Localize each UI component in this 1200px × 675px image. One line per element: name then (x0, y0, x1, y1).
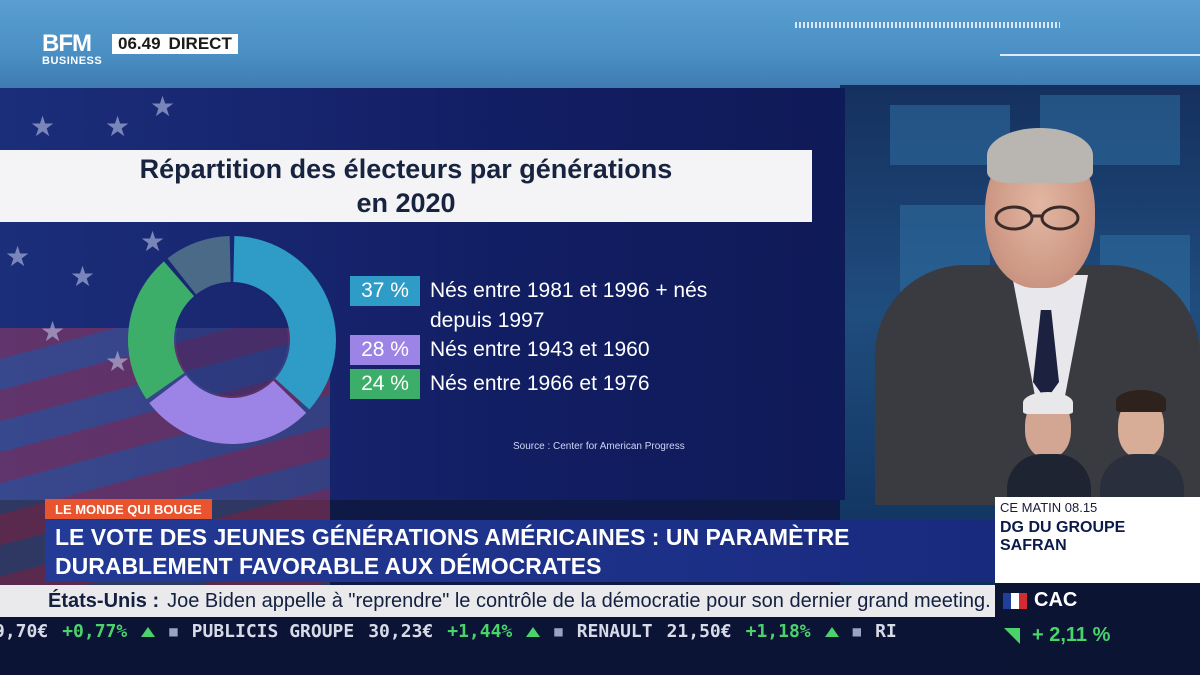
separator-icon: ■ (169, 623, 178, 640)
glasses-icon (994, 205, 1080, 231)
legend-percent-3: 24 % (350, 369, 420, 399)
live-clock: 06.49 DIRECT (112, 34, 238, 54)
donut-slice-1 (233, 236, 336, 410)
stock-value: 30,23€ (368, 621, 434, 642)
chart-source: Source : Center for American Progress (513, 441, 685, 452)
headline-box: LE VOTE DES JEUNES GÉNÉRATIONS AMÉRICAIN… (45, 520, 995, 582)
headline-line1: LE VOTE DES JEUNES GÉNÉRATIONS AMÉRICAIN… (55, 524, 850, 550)
stock-change: +0,77% (62, 621, 128, 642)
donut-hole (176, 284, 288, 396)
legend-label-2: Nés entre 1943 et 1960 (430, 338, 650, 361)
upcoming-guest-box: CE MATIN 08.15 DG DU GROUPE SAFRAN (995, 497, 1200, 583)
presenter-hair (987, 128, 1093, 183)
legend-percent-1: 37 % (350, 276, 420, 306)
stock-change: +1,44% (447, 621, 513, 642)
decorative-line (1000, 54, 1200, 56)
separator-icon: ■ (852, 623, 862, 640)
index-name: CAC (1034, 589, 1078, 611)
channel-logo: BFM BUSINESS (42, 30, 103, 68)
up-arrow-icon (824, 626, 839, 637)
french-flag-icon (1003, 593, 1027, 609)
stock-name: PUBLICIS GROUPE (191, 621, 355, 642)
separator-icon: ■ (554, 623, 563, 640)
up-arrow-icon (1004, 628, 1020, 644)
donut-slice-3 (128, 261, 195, 400)
index-box (995, 583, 1200, 675)
stock-change: +1,18% (745, 621, 811, 642)
legend-label-3: Nés entre 1966 et 1976 (430, 372, 650, 395)
legend-item-1: 37 % Nés entre 1981 et 1996 + nés depuis… (350, 276, 730, 336)
guest-thumbnail-2 (1098, 388, 1186, 500)
chart-title-line1: Répartition des électeurs par génération… (139, 154, 673, 184)
decorative-lines (795, 22, 1060, 28)
news-text: Joe Biden appelle à "reprendre" le contr… (167, 589, 991, 612)
stock-value: 9,70€ (0, 621, 49, 642)
legend-percent-2: 28 % (350, 335, 420, 365)
stock-name: RI (875, 621, 897, 642)
headline-line2: DURABLEMENT FAVORABLE AUX DÉMOCRATES (55, 553, 602, 579)
legend-item-3: 24 % Nés entre 1966 et 1976 (350, 369, 730, 399)
index-change: + 2,11 % (1032, 624, 1111, 646)
chart-title-line2: en 2020 (356, 188, 456, 218)
upcoming-time: CE MATIN 08.15 (1000, 500, 1098, 515)
clock-time: 06.49 (118, 34, 161, 53)
segment-tag: LE MONDE QUI BOUGE (45, 499, 212, 519)
guest-thumbnail-1 (1005, 388, 1093, 500)
news-ticker: États-Unis : Joe Biden appelle à "repren… (0, 585, 995, 617)
donut-chart (128, 236, 336, 445)
chart-title: Répartition des électeurs par génération… (0, 150, 812, 222)
stock-name: RENAULT (576, 621, 653, 642)
stock-value: 21,50€ (666, 621, 732, 642)
donut-slice-4 (167, 236, 231, 295)
up-arrow-icon (526, 626, 541, 637)
upcoming-role: DG DU GROUPE SAFRAN (1000, 519, 1126, 554)
up-arrow-icon (141, 626, 156, 637)
legend-label-1: Nés entre 1981 et 1996 + nés depuis 1997 (430, 279, 708, 332)
legend-item-2: 28 % Nés entre 1943 et 1960 (350, 335, 730, 365)
donut-slice-2 (149, 375, 307, 445)
news-region: États-Unis : (48, 589, 160, 612)
stock-ticker: 9,70€ +0,77% ■ PUBLICIS GROUPE 30,23€ +1… (0, 617, 995, 675)
live-label: DIRECT (168, 34, 232, 53)
